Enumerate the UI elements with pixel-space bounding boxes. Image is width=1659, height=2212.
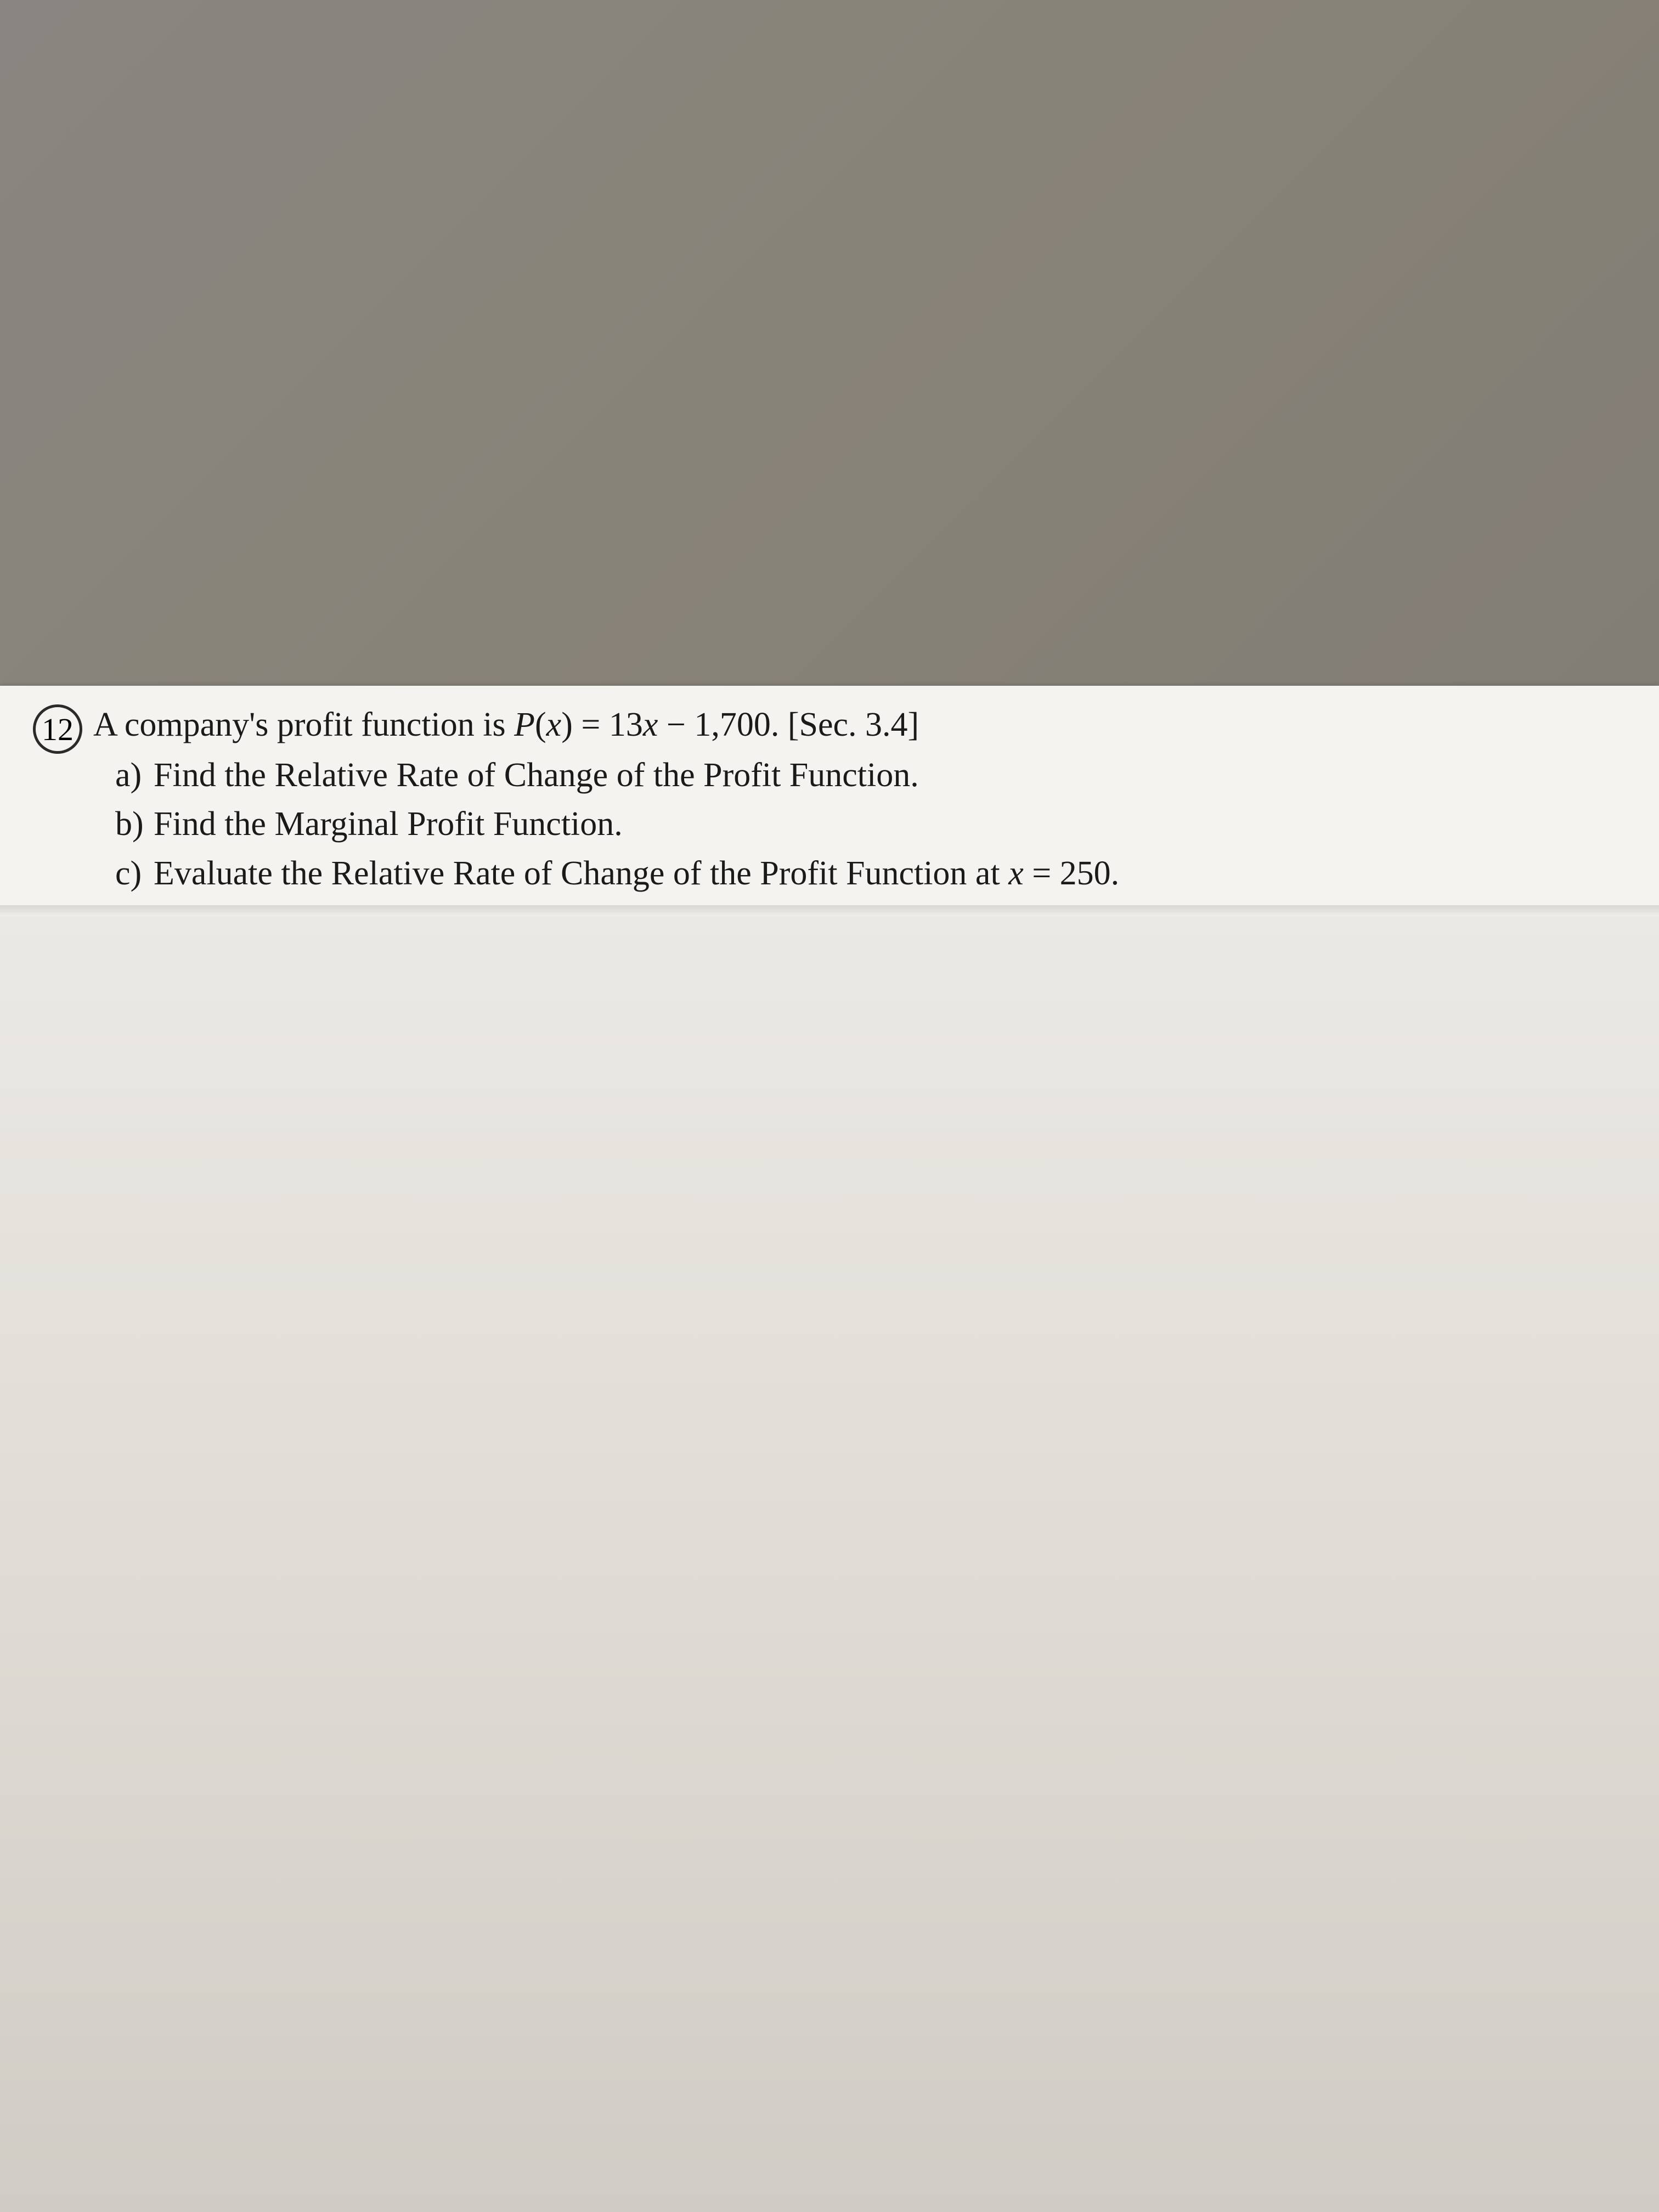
problem-row: 12 A company's profit function is P(x) =… — [33, 702, 1626, 900]
close-paren: ) — [561, 706, 573, 743]
desk-surface — [0, 0, 1659, 686]
part-b-text: Find the Marginal Profit Function. — [154, 805, 623, 843]
problem-paper: 12 A company's profit function is P(x) =… — [0, 686, 1659, 928]
problem-number: 12 — [42, 711, 74, 748]
part-b: b)Find the Marginal Profit Function. — [115, 802, 1626, 848]
subparts: a)Find the Relative Rate of Change of th… — [93, 753, 1626, 897]
problem-stem: A company's profit function is P(x) = 13… — [93, 702, 1626, 748]
problem-content: A company's profit function is P(x) = 13… — [93, 702, 1626, 900]
function-arg: x — [546, 706, 562, 743]
part-c-var: x — [1008, 855, 1024, 892]
function-name: P — [514, 706, 535, 743]
part-b-label: b) — [115, 802, 154, 848]
blank-page-below — [0, 916, 1659, 2212]
equals: = — [573, 706, 609, 743]
part-a-text: Find the Relative Rate of Change of the … — [154, 757, 919, 794]
part-a-label: a) — [115, 753, 154, 799]
section-ref: [Sec. 3.4] — [788, 706, 919, 743]
part-a: a)Find the Relative Rate of Change of th… — [115, 753, 1626, 799]
open-paren: ( — [535, 706, 546, 743]
part-c-prefix: Evaluate the Relative Rate of Change of … — [154, 855, 1008, 892]
variable: x — [643, 706, 658, 743]
part-c-suffix: = 250. — [1024, 855, 1119, 892]
coeff: 13 — [609, 706, 643, 743]
problem-number-circle: 12 — [33, 704, 82, 754]
expr-tail: − 1,700. — [658, 706, 787, 743]
stem-prefix: A company's profit function is — [93, 706, 514, 743]
part-c: c)Evaluate the Relative Rate of Change o… — [115, 851, 1626, 897]
part-c-label: c) — [115, 851, 154, 897]
